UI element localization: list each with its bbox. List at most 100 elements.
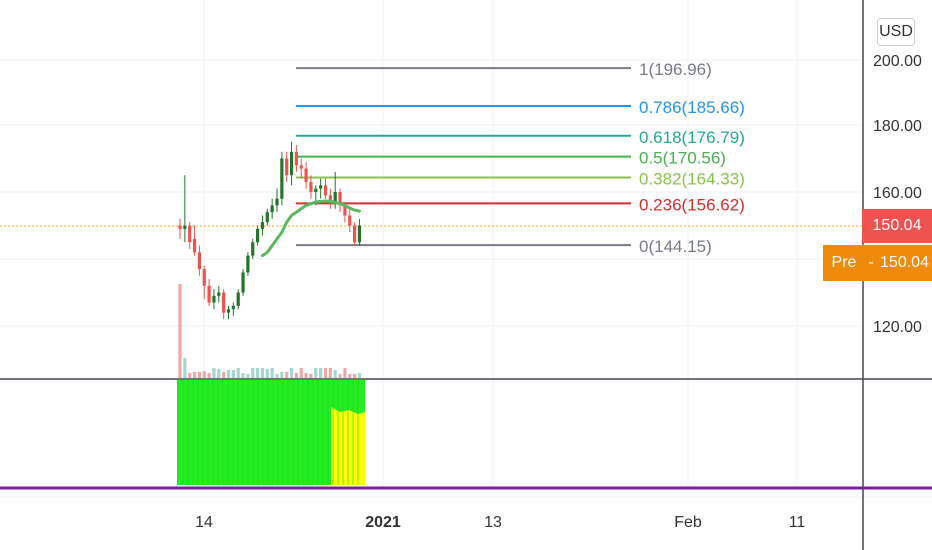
candle-body: [241, 272, 245, 293]
candle-body: [348, 215, 352, 226]
volume-bar: [246, 374, 250, 378]
fib-level-label: 0.382(164.33): [639, 169, 745, 188]
candle-body: [202, 269, 206, 286]
volume-bar: [275, 374, 279, 378]
candle-body: [226, 309, 231, 313]
candle-body: [343, 205, 347, 216]
candle-body: [183, 225, 187, 229]
y-tick-label: 160.00: [873, 185, 922, 202]
candle-body: [280, 158, 284, 199]
volume-bar: [207, 373, 211, 378]
candle-body: [275, 198, 279, 206]
volume-bar: [280, 372, 284, 378]
volume-bar: [353, 374, 357, 378]
candle-body: [294, 151, 298, 166]
fibonacci-retracement: 1(196.96) 0.786(185.66) 0.618(176.79) 0.5(1…: [296, 60, 745, 256]
volume-bar: [183, 358, 187, 378]
volume-bar: [231, 370, 235, 378]
volume-bar: [188, 373, 192, 378]
fib-level-label: 0.236(156.62): [639, 195, 745, 214]
candle-body: [207, 285, 211, 303]
candle-body: [192, 238, 197, 253]
candle-body: [323, 185, 328, 196]
oscillator-pane: [0, 378, 932, 490]
candle-body: [212, 295, 216, 303]
x-tick-label: Feb: [674, 514, 702, 531]
candle-body: [289, 151, 294, 176]
candle-body: [231, 305, 235, 310]
x-tick-label: 13: [484, 514, 502, 531]
candle-body: [265, 212, 269, 223]
candle-body: [251, 242, 255, 256]
volume-bar: [323, 368, 328, 378]
volume-bar: [343, 368, 347, 378]
volume-bar: [314, 368, 318, 378]
volume-bar: [251, 368, 255, 378]
volume-bar: [333, 370, 337, 378]
candle-body: [256, 228, 260, 243]
candle-body: [299, 165, 303, 169]
fib-level-label: 0.618(176.79): [639, 128, 745, 147]
fib-level-label: 0(144.15): [639, 237, 712, 256]
candle-body: [246, 255, 250, 273]
candle-body: [188, 225, 192, 243]
volume-bar: [222, 372, 226, 378]
candle-body: [304, 168, 308, 182]
candle-body: [236, 292, 240, 306]
volume-bar: [178, 284, 182, 378]
candle-body: [197, 252, 201, 270]
volume-bar: [236, 368, 240, 378]
volume-bar: [192, 372, 197, 378]
candle-body: [338, 192, 342, 206]
volume-bar: [357, 373, 362, 378]
candle-body: [285, 158, 289, 176]
pre-market-label: Pre: [831, 254, 857, 271]
y-tick-label: 180.00: [873, 118, 922, 135]
candle-body: [319, 185, 323, 189]
candle-body: [178, 225, 182, 229]
volume-bar: [338, 374, 342, 378]
y-tick-label: 200.00: [873, 53, 922, 70]
volume-bar: [260, 368, 265, 378]
volume-bar: [299, 368, 303, 378]
volume-bar: [212, 368, 216, 378]
volume-bar: [256, 368, 260, 378]
candle-body: [222, 292, 226, 313]
volume-series: [178, 284, 362, 378]
volume-bar: [285, 372, 289, 378]
candle-body: [270, 205, 274, 213]
volume-bar: [328, 368, 332, 378]
pre-market-badge: Pre - 150.04: [823, 245, 932, 281]
volume-bar: [289, 368, 294, 378]
volume-bar: [319, 368, 323, 378]
volume-bar: [304, 373, 308, 378]
volume-bar: [226, 370, 231, 378]
candle-body: [260, 222, 265, 229]
volume-bar: [241, 373, 245, 378]
fib-level-label: 0.786(185.66): [639, 98, 745, 117]
x-tick-label: 2021: [365, 514, 401, 531]
candle-body: [353, 225, 357, 243]
x-tick-label: 11: [789, 514, 806, 531]
candle-body: [217, 292, 221, 296]
candle-body: [314, 188, 318, 192]
pre-market-separator: -: [868, 254, 874, 271]
moving-average-series: [260, 199, 361, 258]
volume-bar: [294, 373, 298, 378]
volume-bar: [197, 372, 201, 378]
candle-body: [357, 225, 362, 243]
volume-bar: [348, 374, 352, 378]
volume-bar: [217, 369, 221, 378]
last-price-badge: 150.04: [862, 209, 932, 243]
volume-bar: [202, 371, 206, 378]
volume-bar: [309, 374, 313, 378]
candle-body: [333, 192, 337, 203]
currency-button[interactable]: USD: [877, 18, 915, 46]
y-tick-label: 120.00: [873, 319, 922, 336]
fib-level-label: 0.5(170.56): [639, 149, 726, 168]
volume-bar: [270, 368, 274, 378]
fib-level-label: 1(196.96): [639, 60, 712, 79]
volume-bar: [265, 369, 269, 378]
x-tick-label: 14: [195, 514, 213, 531]
